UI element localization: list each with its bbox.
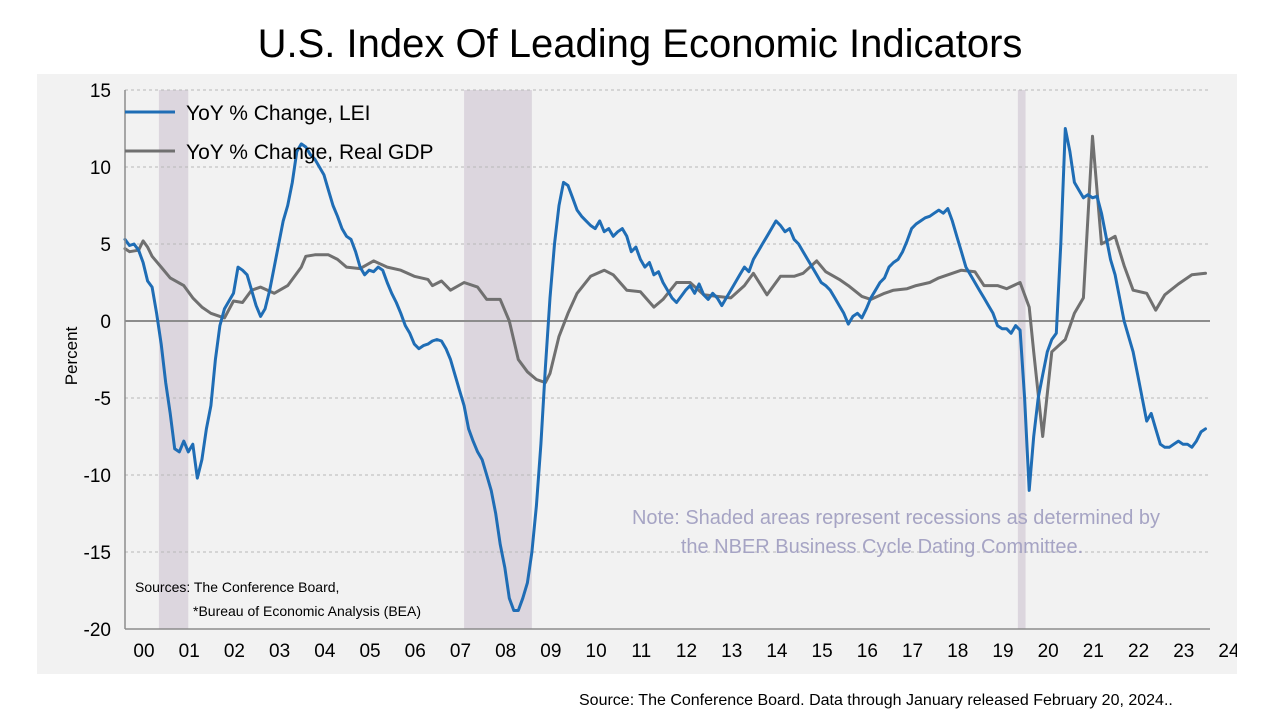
x-tick-label: 13	[721, 641, 742, 662]
recession-band-1	[464, 90, 532, 629]
gridlines	[125, 89, 1210, 553]
x-tick-label: 04	[314, 641, 336, 662]
sources-line-2: *Bureau of Economic Analysis (BEA)	[193, 603, 421, 619]
recession-note: Note: Shaded areas represent recessions …	[632, 507, 1160, 558]
x-tick-label: 09	[540, 641, 561, 662]
x-tick-label: 14	[766, 641, 788, 662]
y-tick-labels: 15 10 5 0 -5 -10 -15 -20	[84, 81, 111, 641]
series-lines	[123, 127, 1207, 612]
legend-label-gdp: YoY % Change, Real GDP	[186, 141, 434, 164]
legend: YoY % Change, LEI YoY % Change, Real GDP	[125, 102, 434, 164]
y-tick-label: 15	[90, 81, 111, 102]
x-tick-label: 03	[269, 641, 290, 662]
x-tick-label: 05	[359, 641, 380, 662]
x-tick-label: 12	[676, 641, 697, 662]
x-tick-labels: 00 01 02 03 04 05 06 07 08 09 10 11 12 13 14 15 16 17 18 19…	[133, 641, 1237, 662]
y-tick-label: -20	[84, 620, 111, 641]
y-tick-label: 5	[100, 235, 111, 256]
sources-block: Sources: The Conference Board, *Bureau o…	[135, 579, 421, 619]
x-tick-label: 10	[586, 641, 607, 662]
x-tick-label: 11	[631, 641, 651, 662]
chart-panel: 15 10 5 0 -5 -10 -15 -20 00 01 02 03 04 05 06 07 08 09 10…	[37, 74, 1237, 674]
x-tick-label: 23	[1173, 641, 1194, 662]
slide-title: U.S. Index Of Leading Economic Indicator…	[257, 22, 1023, 66]
series-line-lei	[123, 127, 1207, 612]
y-tick-label: 0	[100, 312, 111, 333]
x-tick-label: 22	[1128, 641, 1149, 662]
x-tick-label: 17	[902, 641, 923, 662]
x-tick-label: 07	[450, 641, 471, 662]
note-line-2: the NBER Business Cycle Dating Committee…	[681, 536, 1083, 558]
sources-line-1: Sources: The Conference Board,	[135, 579, 339, 595]
y-tick-label: -10	[84, 466, 111, 487]
x-tick-label: 02	[224, 641, 245, 662]
y-tick-label: 10	[90, 158, 111, 179]
x-tick-label: 21	[1083, 641, 1104, 662]
x-tick-label: 24	[1218, 641, 1237, 662]
x-tick-label: 15	[812, 641, 833, 662]
lei-gdp-line-chart: 15 10 5 0 -5 -10 -15 -20 00 01 02 03 04 05 06 07 08 09 10…	[62, 81, 1237, 662]
footer-source: Source: The Conference Board. Data throu…	[579, 692, 1173, 709]
x-tick-label: 00	[133, 641, 154, 662]
y-tick-label: -5	[94, 389, 111, 410]
x-tick-label: 19	[992, 641, 1013, 662]
x-tick-label: 06	[405, 641, 426, 662]
y-axis-label: Percent	[62, 326, 81, 385]
note-line-1: Note: Shaded areas represent recessions …	[632, 507, 1160, 529]
x-tick-label: 01	[179, 641, 200, 662]
legend-label-lei: YoY % Change, LEI	[186, 102, 370, 125]
x-tick-label: 16	[857, 641, 878, 662]
x-tick-label: 08	[495, 641, 516, 662]
x-tick-label: 20	[1038, 641, 1059, 662]
y-tick-label: -15	[84, 543, 111, 564]
series-line-real-gdp	[123, 134, 1207, 438]
x-tick-label: 18	[947, 641, 968, 662]
